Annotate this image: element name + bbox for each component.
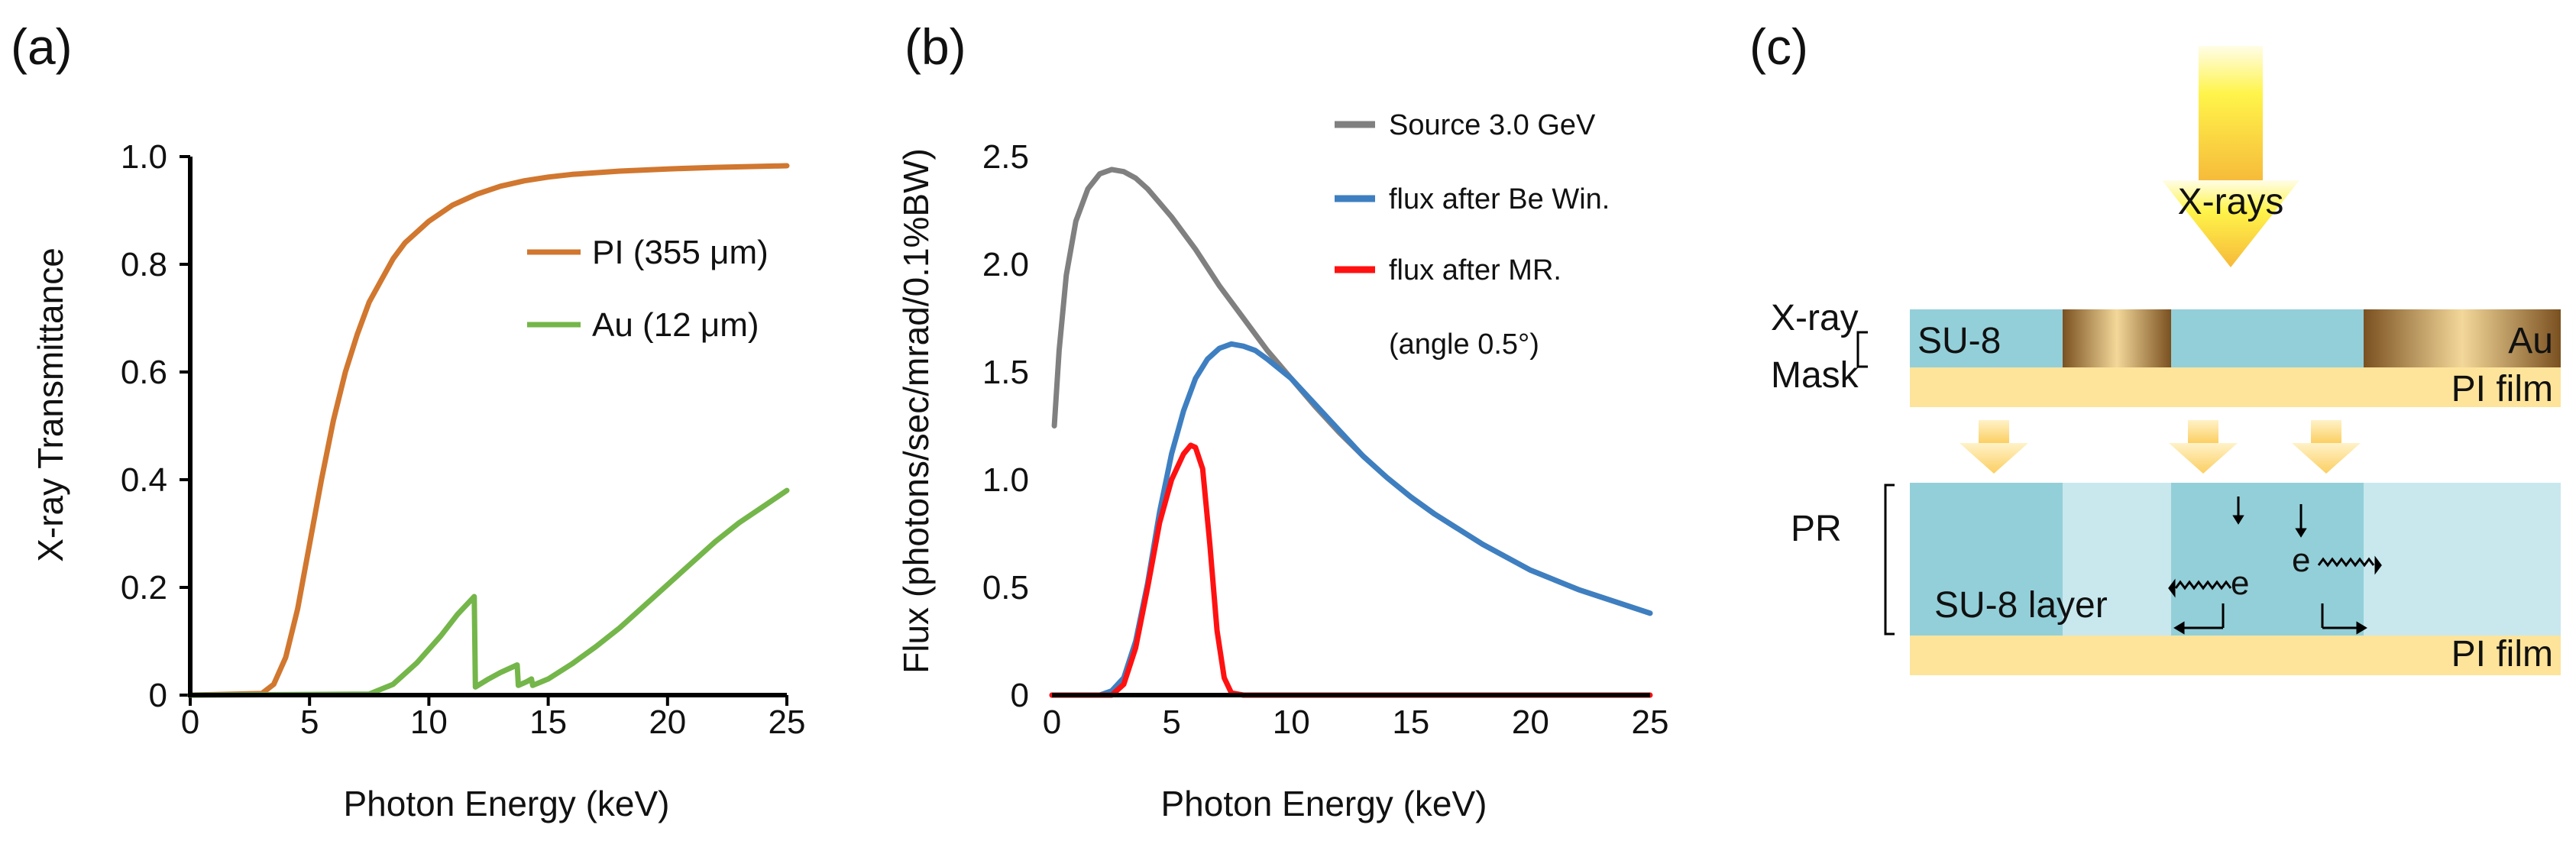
chart-b-ytick-label: 0.5 xyxy=(982,569,1029,606)
chart-a-ytick-label: 0.2 xyxy=(121,569,167,606)
electron-scatter-left xyxy=(2168,497,2244,635)
chart-a-ytick-label: 1.0 xyxy=(121,138,167,176)
exposure-arrow-right xyxy=(2292,420,2361,474)
legend-label-be-window: flux after Be Win. xyxy=(1389,183,1610,215)
pr-exposed-left xyxy=(2063,483,2171,636)
chart-a-ytick-label: 0.6 xyxy=(121,354,167,391)
chart-a-xtick-label: 5 xyxy=(300,704,319,741)
mask-au-block-1 xyxy=(2063,309,2171,367)
chart-b-xtick-label: 0 xyxy=(1043,704,1061,741)
pr-label: PR xyxy=(1791,509,1842,549)
chart-b-ytick-label: 0 xyxy=(1011,677,1029,714)
xray-mask: X-ray Mask SU-8 Au PI film xyxy=(1771,298,2561,409)
chart-b-xtick-label: 10 xyxy=(1273,704,1310,741)
chart-a-ticks: 0 5 10 15 20 25 0 0.2 0.4 0.6 0.8 1.0 xyxy=(121,138,806,741)
chart-b-legend: Source 3.0 GeV flux after Be Win. flux a… xyxy=(1335,109,1610,361)
chart-b-ytick-label: 2.0 xyxy=(982,246,1029,283)
chart-a-series-au-12-m xyxy=(187,487,790,698)
pr-bracket xyxy=(1884,484,1895,636)
legend-note-angle: (angle 0.5°) xyxy=(1389,328,1539,361)
exposure-arrow-left xyxy=(1960,420,2028,474)
chart-b-xlabel: Photon Energy (keV) xyxy=(1160,784,1487,823)
mask-su8-left xyxy=(1910,309,2063,367)
pr-exposed-right xyxy=(2364,483,2561,636)
pr-pi-film xyxy=(1910,636,2561,675)
chart-a-ylabel: X-ray Transmittance xyxy=(31,247,70,562)
electron-label-left: e xyxy=(2231,564,2249,602)
chart-b-series-flux-after-be-win xyxy=(1049,341,1653,698)
xray-arrow: X-rays xyxy=(2162,46,2299,267)
chart-a-xlabel: Photon Energy (keV) xyxy=(343,784,669,823)
mask-bracket xyxy=(1856,331,1868,368)
mask-su8-label: SU-8 xyxy=(1917,321,2001,361)
pr-pi-film-label: PI film xyxy=(2451,634,2553,674)
chart-b-ytick-label: 1.5 xyxy=(982,354,1029,391)
mask-au-block-2 xyxy=(2364,309,2561,367)
mask-pi-film-label: PI film xyxy=(2451,369,2553,409)
chart-a-xtick-label: 10 xyxy=(410,704,448,741)
chart-a-series xyxy=(187,163,790,698)
chart-b-xtick-label: 25 xyxy=(1632,704,1669,741)
xrays-label: X-rays xyxy=(2178,182,2284,222)
diagram-c-lithography: (c) X-rays X-ray Mask SU-8 Au PI film xyxy=(1749,18,2561,675)
chart-a-legend: PI (355 μm) Au (12 μm) xyxy=(527,234,769,344)
legend-label-au: Au (12 μm) xyxy=(592,306,759,344)
electron-scatter-right xyxy=(2295,504,2382,635)
su8-layer-label: SU-8 layer xyxy=(1934,585,2108,626)
photoresist-stack: PR SU-8 layer PI film e xyxy=(1791,483,2561,675)
mask-au-label: Au xyxy=(2508,321,2553,361)
chart-b-series xyxy=(1049,167,1653,698)
chart-a-transmittance: (a) X-ray Transmittance Photon Energy (k… xyxy=(11,18,805,823)
chart-b-xtick-label: 5 xyxy=(1162,704,1180,741)
mask-label-line2: Mask xyxy=(1771,355,1859,396)
chart-b-ticks: 0 5 10 15 20 25 0 0.5 1.0 1.5 2.0 2.5 xyxy=(982,138,1669,741)
panel-label-a: (a) xyxy=(11,18,73,75)
chart-a-xtick-label: 15 xyxy=(529,704,567,741)
legend-label-mirror: flux after MR. xyxy=(1389,254,1561,286)
chart-b-ytick-label: 2.5 xyxy=(982,138,1029,176)
chart-b-xtick-label: 20 xyxy=(1512,704,1549,741)
exposure-arrows xyxy=(1960,420,2361,474)
chart-a-ytick-label: 0.8 xyxy=(121,246,167,283)
mask-su8-center xyxy=(2171,309,2364,367)
electron-label-right: e xyxy=(2292,542,2310,579)
pr-su8-unexposed-left xyxy=(1910,483,2063,636)
chart-a-ytick-label: 0 xyxy=(149,677,167,714)
chart-a-series-pi-355-m xyxy=(187,163,790,698)
chart-b-flux: (b) Flux (photons/sec/mrad/0.1%BW) Photo… xyxy=(896,18,1668,823)
chart-b-series-flux-after-mr xyxy=(1049,442,1653,698)
chart-a-xtick-label: 0 xyxy=(181,704,199,741)
chart-b-ylabel: Flux (photons/sec/mrad/0.1%BW) xyxy=(896,148,936,674)
panel-label-c: (c) xyxy=(1749,18,1808,75)
legend-label-source: Source 3.0 GeV xyxy=(1389,109,1596,141)
chart-a-xtick-label: 25 xyxy=(769,704,806,741)
exposure-arrow-center xyxy=(2169,420,2238,474)
chart-b-xtick-label: 15 xyxy=(1392,704,1429,741)
panel-label-b: (b) xyxy=(905,18,966,75)
legend-label-pi: PI (355 μm) xyxy=(592,234,769,271)
chart-a-xtick-label: 20 xyxy=(649,704,686,741)
chart-b-series-source-3-0-gev xyxy=(1051,167,1653,616)
mask-pi-film xyxy=(1910,367,2561,407)
chart-a-ytick-label: 0.4 xyxy=(121,461,167,499)
mask-label-line1: X-ray xyxy=(1771,298,1859,338)
pr-su8-unexposed-center xyxy=(2171,483,2364,636)
chart-b-ytick-label: 1.0 xyxy=(982,461,1029,499)
